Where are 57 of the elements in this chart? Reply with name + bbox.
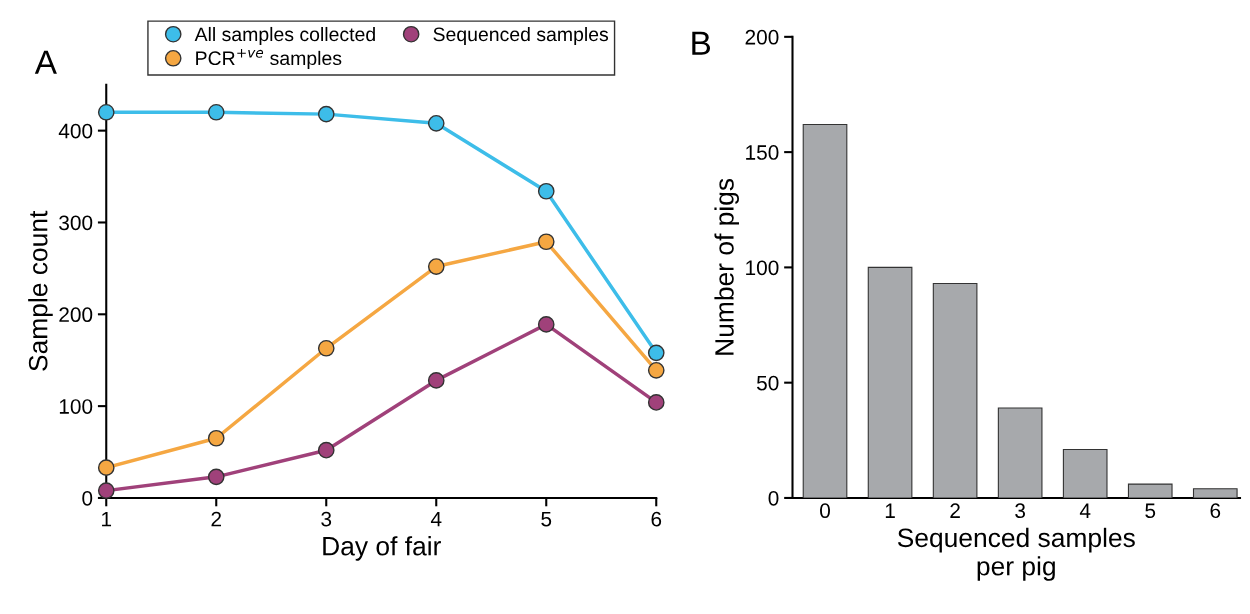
x-tick-label: 5 [1145, 503, 1156, 519]
bar [1062, 448, 1108, 498]
y-tick-label: 0 [82, 490, 93, 506]
x-tick-label: 6 [1210, 503, 1221, 519]
bar [932, 282, 978, 498]
bar [997, 407, 1043, 498]
y-tick-label: 0 [768, 490, 779, 506]
y-tick-label: 100 [746, 260, 779, 276]
y-axis-title: Number of pigs [714, 178, 739, 355]
x-axis-title: Day of fair [323, 536, 441, 561]
point [427, 258, 445, 275]
bar [867, 266, 913, 498]
x-tick-label: 2 [950, 503, 960, 518]
point [537, 233, 555, 251]
point [427, 372, 445, 389]
point [427, 114, 445, 132]
y-tick-label: 400 [58, 123, 93, 139]
x-tick-label: 6 [651, 511, 662, 527]
y-tick-label: 300 [59, 215, 93, 231]
bar [1127, 483, 1173, 498]
point [317, 339, 335, 357]
legend-label: PCR$^{+ve}$ samples [196, 48, 342, 69]
y-tick-label: 50 [756, 375, 779, 391]
x-tick-label: 3 [321, 511, 332, 527]
point [207, 429, 225, 447]
bar [1192, 488, 1238, 498]
point [317, 105, 335, 123]
x-tick-label: 1 [102, 511, 112, 527]
x-tick-label: 4 [430, 511, 442, 527]
point [97, 459, 115, 476]
y-tick-label: 200 [745, 29, 779, 45]
point [537, 182, 555, 200]
point [97, 103, 115, 121]
point [647, 394, 665, 411]
bar [802, 123, 848, 498]
y-tick-label: 100 [59, 399, 93, 414]
point [207, 103, 225, 121]
chart-title: B [692, 31, 711, 55]
y-tick-label: 150 [746, 145, 779, 160]
point [647, 344, 665, 362]
legend-label: All samples collected [194, 26, 375, 46]
x-tick-label: 0 [820, 503, 830, 519]
point [207, 468, 225, 486]
x-tick-label: 1 [885, 503, 895, 518]
x-tick-label: 3 [1015, 503, 1026, 519]
point [317, 441, 335, 459]
chart-title: A [34, 50, 57, 74]
x-tick-label: 5 [541, 511, 552, 527]
x-axis-title: Sequenced samples per pig [897, 527, 1135, 581]
point [537, 316, 555, 333]
y-axis-title: Sample count [28, 210, 53, 371]
y-tick-label: 200 [59, 307, 93, 323]
point [97, 482, 115, 499]
x-tick-label: 2 [211, 511, 221, 527]
legend-label: Sequenced samples [433, 26, 609, 46]
x-tick-label: 4 [1079, 503, 1091, 518]
point [647, 361, 665, 379]
